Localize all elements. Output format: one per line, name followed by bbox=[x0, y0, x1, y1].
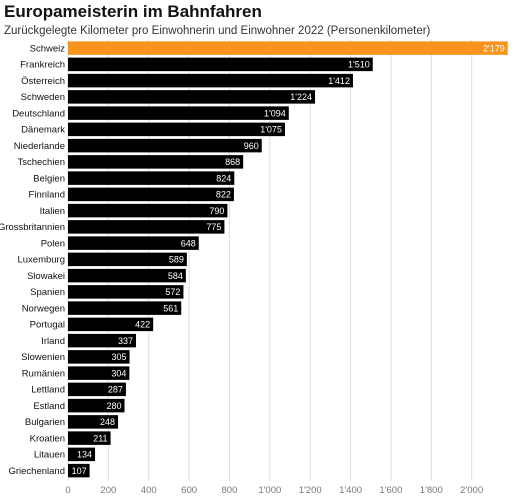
x-tick-label: 200 bbox=[100, 485, 116, 496]
x-axis-ticks: 0 200 400 600 800 1'000 1'200 1'400 1'600 1'800 2'… bbox=[65, 485, 483, 496]
x-tick-label: 1'400 bbox=[339, 485, 362, 496]
bar-value-label: 790 bbox=[209, 206, 224, 216]
bar-value-label: 561 bbox=[163, 303, 178, 313]
bar-value-label: 572 bbox=[165, 287, 180, 297]
bar bbox=[68, 463, 90, 478]
x-tick-label: 1'200 bbox=[299, 485, 322, 496]
bar bbox=[68, 122, 285, 137]
x-tick-label: 800 bbox=[222, 485, 238, 496]
x-tick-label: 0 bbox=[65, 485, 70, 496]
bar bbox=[68, 73, 353, 88]
bar bbox=[68, 171, 235, 185]
category-label: Frankreich bbox=[20, 60, 65, 71]
category-label: Griechenland bbox=[8, 466, 65, 477]
category-label: Schweden bbox=[21, 92, 65, 103]
bar bbox=[68, 447, 96, 462]
bar-value-label: 422 bbox=[135, 320, 150, 330]
category-label: Portugal bbox=[30, 320, 65, 331]
category-label: Deutschland bbox=[12, 108, 65, 119]
category-label: Litauen bbox=[34, 450, 65, 461]
bar bbox=[68, 431, 111, 445]
category-label: Grossbritannien bbox=[0, 222, 65, 233]
bar-value-label: 1'224 bbox=[290, 92, 312, 102]
category-label: Norwegen bbox=[22, 303, 65, 314]
bar-value-label: 589 bbox=[169, 255, 184, 265]
x-tick-label: 600 bbox=[181, 485, 197, 496]
bar-value-label: 775 bbox=[206, 222, 221, 232]
x-tick-label: 2'000 bbox=[460, 485, 483, 496]
category-label: Tschechien bbox=[17, 157, 65, 168]
category-label: Kroatien bbox=[30, 433, 65, 444]
category-label: Schweiz bbox=[30, 43, 66, 54]
category-label: Irland bbox=[41, 336, 65, 347]
x-tick-label: 1'000 bbox=[258, 485, 281, 496]
bar-value-label: 868 bbox=[225, 157, 240, 167]
category-label: Estland bbox=[33, 401, 65, 412]
bar-value-label: 822 bbox=[216, 190, 231, 200]
bar-value-label: 304 bbox=[111, 368, 126, 378]
bar bbox=[68, 366, 130, 380]
bar bbox=[68, 301, 182, 315]
category-label: Österreich bbox=[21, 76, 65, 87]
category-label: Dänemark bbox=[21, 125, 65, 136]
category-label: Slowenien bbox=[21, 352, 65, 363]
bar bbox=[68, 138, 262, 153]
bar bbox=[68, 106, 289, 120]
bar-value-label: 107 bbox=[72, 466, 87, 476]
category-label: Polen bbox=[41, 238, 65, 249]
bar-value-label: 337 bbox=[118, 336, 133, 346]
bar bbox=[68, 220, 225, 234]
bar bbox=[68, 382, 126, 397]
bar-value-label: 1'094 bbox=[264, 108, 286, 118]
category-label: Lettland bbox=[31, 385, 65, 396]
bar-value-label: 248 bbox=[100, 417, 115, 427]
bar-value-label: 1'075 bbox=[260, 125, 282, 135]
bar bbox=[68, 252, 187, 267]
bar-value-label: 960 bbox=[244, 141, 259, 151]
category-label: Luxemburg bbox=[17, 255, 65, 266]
chart-title: Europameisterin im Bahnfahren bbox=[4, 2, 262, 21]
x-tick-label: 1'800 bbox=[420, 485, 443, 496]
bar-value-label: 211 bbox=[93, 433, 107, 443]
bar bbox=[68, 187, 234, 202]
bar bbox=[68, 350, 130, 364]
bar bbox=[68, 398, 125, 413]
bar bbox=[68, 57, 373, 72]
category-label: Spanien bbox=[30, 287, 65, 298]
bar bbox=[68, 285, 184, 299]
category-label: Belgien bbox=[33, 173, 65, 184]
bar bbox=[68, 203, 228, 218]
bar-value-label: 1'510 bbox=[348, 60, 370, 70]
category-label: Italien bbox=[40, 206, 65, 217]
bar-value-label: 824 bbox=[216, 173, 231, 183]
bar-value-label: 584 bbox=[168, 271, 183, 281]
chart-subtitle: Zurückgelegte Kilometer pro Einwohnerin … bbox=[4, 25, 431, 37]
category-label: Rumänien bbox=[22, 368, 65, 379]
category-label: Finnland bbox=[29, 190, 65, 201]
bar-value-label: 648 bbox=[181, 238, 196, 248]
category-label: Niederlande bbox=[14, 141, 65, 152]
bar bbox=[68, 317, 154, 332]
x-tick-label: 400 bbox=[141, 485, 157, 496]
bar-value-label: 287 bbox=[108, 385, 123, 395]
category-label: Slowakei bbox=[27, 271, 65, 282]
bar-value-label: 1'412 bbox=[328, 76, 350, 86]
bar bbox=[68, 268, 186, 283]
bar bbox=[68, 41, 508, 55]
bar bbox=[68, 236, 199, 250]
bar-value-label: 134 bbox=[77, 450, 92, 460]
bar-value-label: 280 bbox=[106, 401, 121, 411]
category-labels: Schweiz Frankreich Österreich Schweden Deuts… bbox=[0, 43, 66, 477]
x-tick-label: 1'600 bbox=[379, 485, 402, 496]
bar bbox=[68, 90, 316, 104]
bar bbox=[68, 415, 119, 429]
bar bbox=[68, 333, 137, 348]
bar-value-label: 2'179 bbox=[483, 43, 505, 53]
bar bbox=[68, 155, 244, 169]
category-label: Bulgarien bbox=[25, 417, 65, 428]
bar-value-label: 305 bbox=[112, 352, 127, 362]
